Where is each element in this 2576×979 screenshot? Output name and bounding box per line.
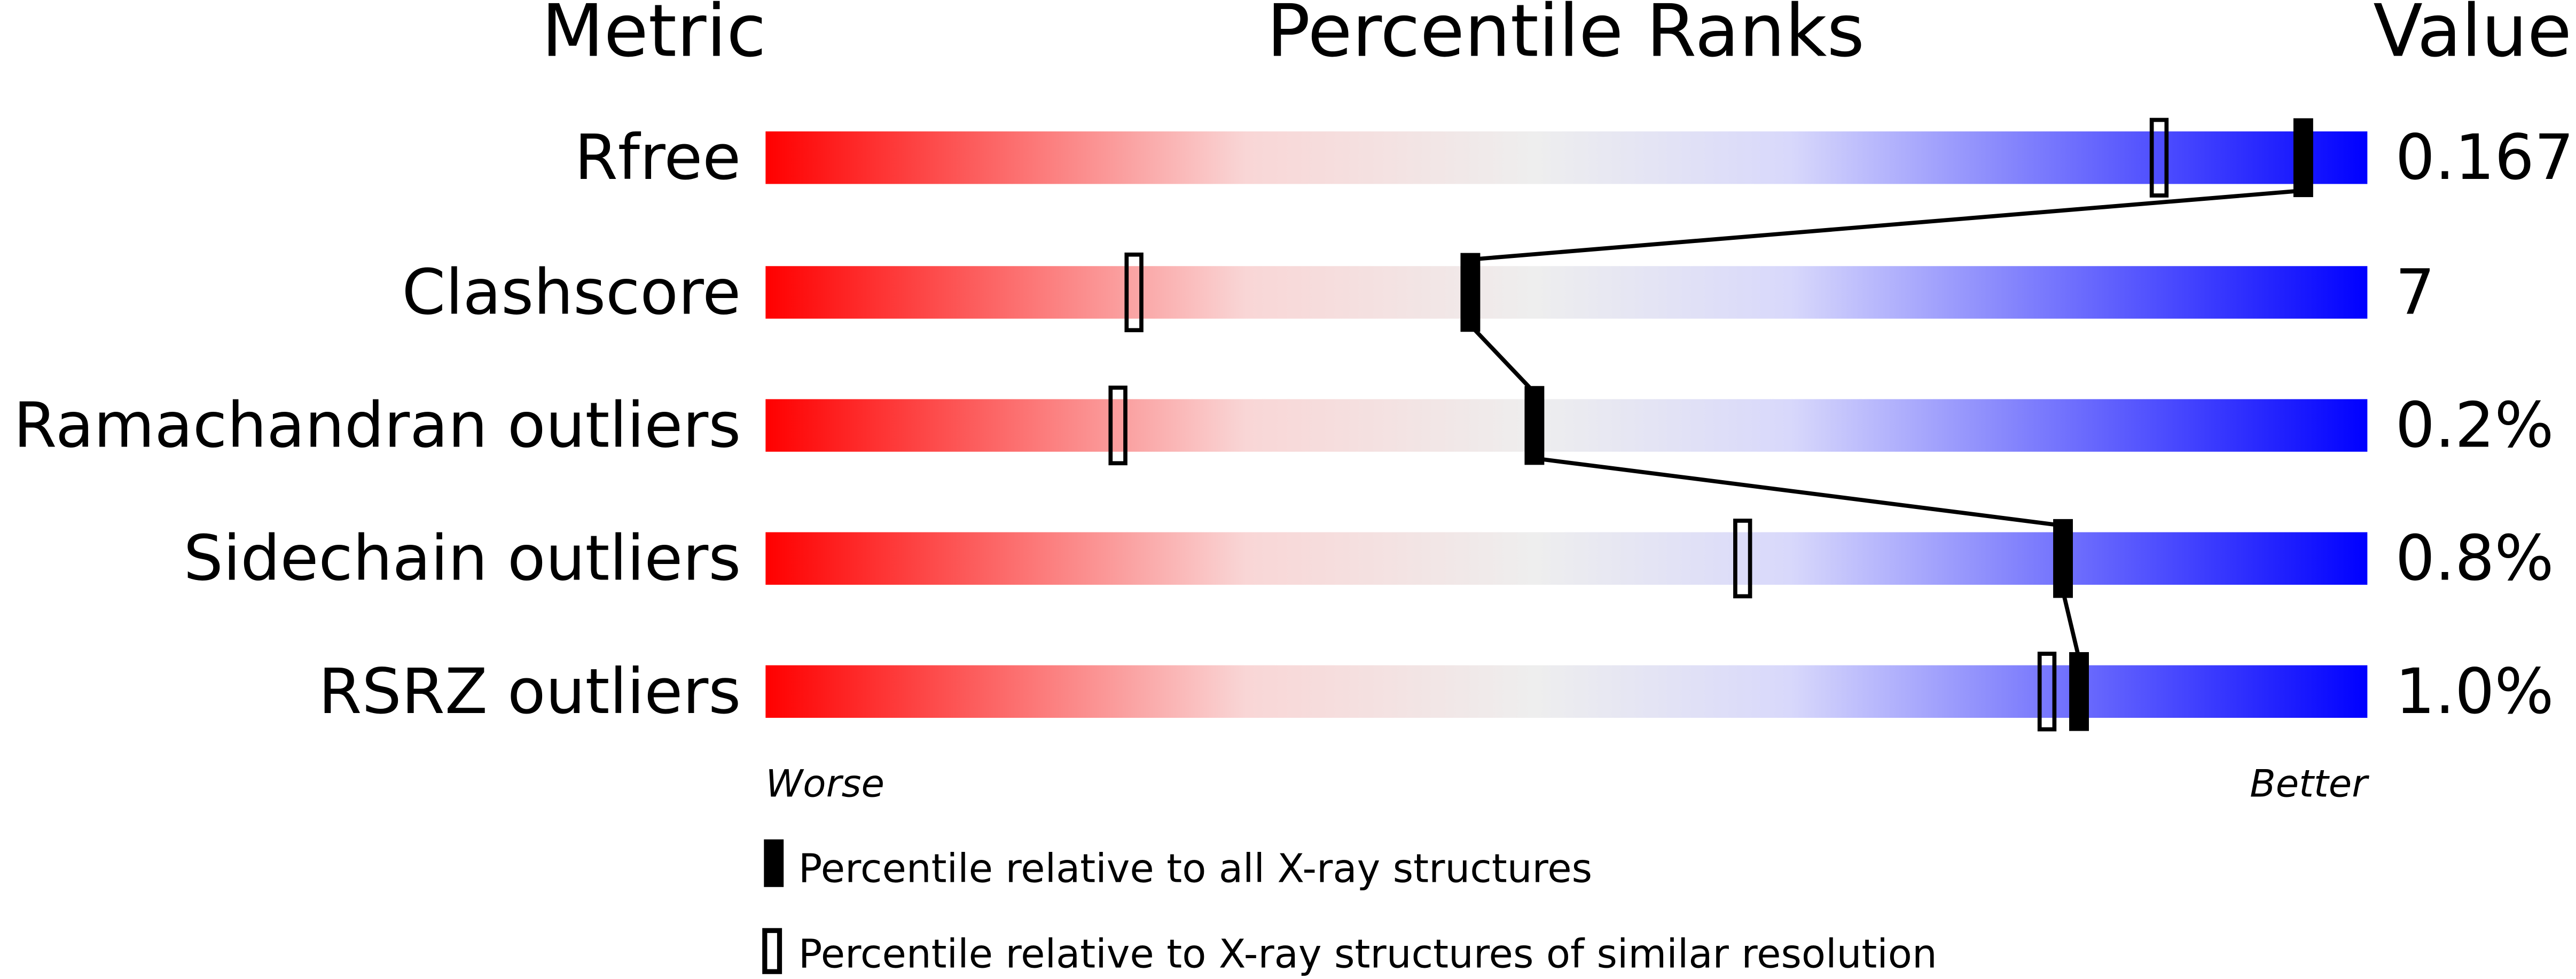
metric-value: 0.2% <box>2395 389 2554 462</box>
header-metric: Metric <box>542 0 766 73</box>
legend-open-marker <box>762 928 782 974</box>
metric-label: Rfree <box>575 121 741 194</box>
marker-similar-resolution <box>1124 252 1144 333</box>
metric-value: 0.8% <box>2395 522 2554 595</box>
percentile-bar <box>765 131 2368 184</box>
marker-all-structures <box>2053 519 2073 598</box>
metric-value: 0.167 <box>2395 121 2574 194</box>
marker-similar-resolution <box>1733 519 1752 599</box>
marker-similar-resolution <box>2037 652 2057 732</box>
marker-all-structures <box>2293 118 2313 198</box>
percentile-bar <box>765 266 2368 319</box>
metric-value: 1.0% <box>2395 655 2554 728</box>
connector-line <box>1469 324 1536 394</box>
connector-line <box>2061 591 2081 660</box>
header-percentile-ranks: Percentile Ranks <box>1267 0 1865 73</box>
legend-label-all: Percentile relative to all X-ray structu… <box>798 846 1592 892</box>
connector-line <box>1534 456 2064 528</box>
marker-all-structures <box>1524 386 1545 465</box>
percentile-bar <box>765 665 2368 718</box>
metric-value: 7 <box>2395 256 2435 328</box>
connector-line <box>1470 188 2304 262</box>
header-value: Value <box>2373 0 2572 73</box>
percentile-bar <box>765 532 2368 585</box>
marker-similar-resolution <box>1108 385 1128 466</box>
axis-label-worse: Worse <box>765 762 884 806</box>
metric-label: RSRZ outliers <box>318 655 741 728</box>
legend-label-similar: Percentile relative to X-ray structures … <box>798 931 1937 977</box>
metric-label: Sidechain outliers <box>184 522 741 595</box>
marker-similar-resolution <box>2149 118 2169 198</box>
metric-label: Clashscore <box>402 256 741 328</box>
percentile-bar <box>765 399 2368 452</box>
marker-all-structures <box>1460 253 1481 332</box>
legend-filled-marker <box>764 839 784 887</box>
metric-label: Ramachandran outliers <box>13 389 741 462</box>
axis-label-better: Better <box>2250 762 2369 806</box>
marker-all-structures <box>2069 652 2089 731</box>
